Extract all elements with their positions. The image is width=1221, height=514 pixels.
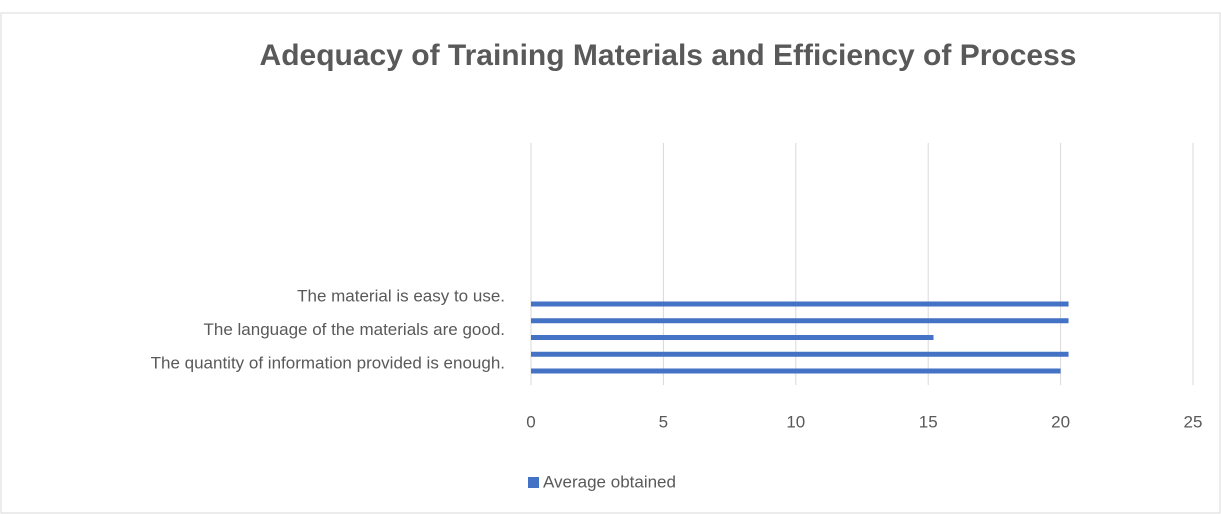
x-tick-label: 0 [526,412,535,431]
chart-frame [0,12,1221,514]
y-tick-label: The material is easy to use. [297,286,505,305]
legend-swatch [528,477,539,488]
bar [531,318,1069,324]
bar [531,368,1061,374]
x-tick-label: 15 [919,412,938,431]
x-tick-label: 10 [786,412,805,431]
bar [531,301,1069,307]
bar [531,335,934,340]
x-tick-label: 5 [659,412,668,431]
x-tick-label: 25 [1184,412,1203,431]
legend-label: Average obtained [543,472,676,491]
y-tick-label: The quantity of information provided is … [151,353,505,372]
bar [531,351,1069,357]
chart-title: Adequacy of Training Materials and Effic… [260,39,1077,72]
x-tick-label: 20 [1051,412,1070,431]
y-tick-label: The language of the materials are good. [204,320,505,339]
